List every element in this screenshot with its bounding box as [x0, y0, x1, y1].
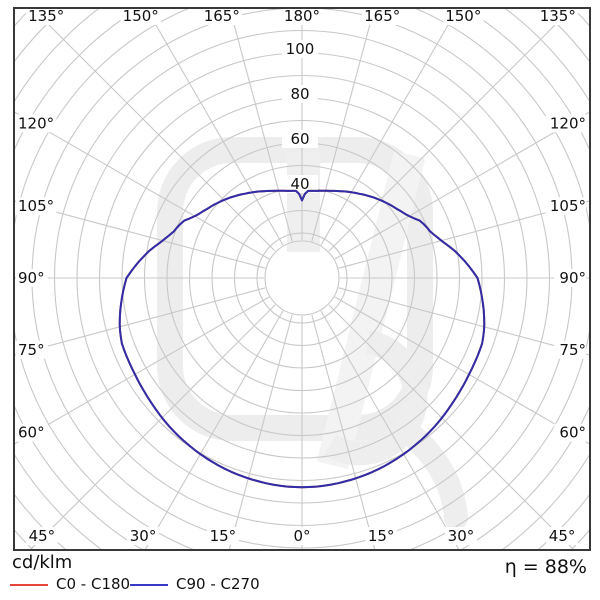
- angle-tick-label: 90°: [18, 269, 45, 287]
- angle-tick-label: 60°: [18, 424, 45, 442]
- angle-tick-label: 135°: [540, 7, 576, 25]
- angle-tick-label: 45°: [549, 527, 576, 545]
- angle-tick-label: 150°: [123, 7, 159, 25]
- angle-tick-label: 105°: [550, 197, 586, 215]
- angle-tick-label: 75°: [18, 341, 45, 359]
- angle-tick-label: 15°: [210, 527, 237, 545]
- radial-tick-label: 40: [290, 175, 309, 193]
- angle-tick-label: 30°: [448, 527, 475, 545]
- legend-label-c0-c180: C0 - C180: [56, 575, 131, 593]
- angle-tick-label: 60°: [559, 424, 586, 442]
- angle-tick-label: 120°: [550, 114, 586, 132]
- curve-c90-c270: [118, 189, 486, 489]
- grid-ray: [320, 8, 459, 246]
- angle-tick-label: 15°: [368, 527, 395, 545]
- angle-tick-label: 150°: [445, 7, 481, 25]
- watermark-logo: [157, 137, 468, 530]
- grid-ray: [14, 200, 266, 269]
- radial-tick-label: 60: [290, 130, 309, 148]
- axis-labels: 40 60 80 100 180° 165° 165° 150° 150° 135° 135° 120…: [16, 7, 586, 545]
- grid-ray: [311, 8, 375, 242]
- angle-tick-label: 120°: [18, 114, 54, 132]
- angle-tick-label: 0°: [293, 527, 310, 545]
- grid-ray: [311, 314, 376, 550]
- plot-border: [13, 7, 591, 551]
- center-blank-circle: [264, 240, 340, 316]
- legend-line-blue-icon: [130, 584, 168, 586]
- angle-tick-label: 180°: [284, 7, 320, 25]
- grid-ray: [31, 8, 276, 252]
- angle-tick-label: 75°: [559, 341, 586, 359]
- grid-ray: [14, 296, 270, 445]
- grid-ray: [228, 314, 293, 550]
- grid-ray: [14, 287, 266, 356]
- grid-ray: [14, 111, 270, 260]
- grid-ray: [144, 310, 284, 550]
- grid-ray: [338, 287, 590, 356]
- angle-tick-label: 90°: [559, 269, 586, 287]
- grid-ray: [334, 111, 590, 260]
- angle-tick-label: 165°: [204, 7, 240, 25]
- radial-tick-label: 100: [286, 40, 315, 58]
- angle-tick-label: 30°: [130, 527, 157, 545]
- grid-ray: [229, 8, 293, 242]
- angle-tick-label: 165°: [364, 7, 400, 25]
- efficiency-value: η = 88%: [504, 556, 587, 578]
- grid-ray: [145, 8, 284, 246]
- grid-ray: [328, 8, 573, 252]
- legend-line-red-icon: [10, 584, 48, 586]
- legend-label-c90-c270: C90 - C270: [176, 575, 260, 593]
- grid-ray: [320, 310, 460, 550]
- legend: C0 - C180 C90 - C270: [0, 574, 600, 596]
- radial-tick-label: 80: [290, 85, 309, 103]
- angle-tick-label: 45°: [29, 527, 56, 545]
- angle-tick-label: 105°: [18, 197, 54, 215]
- grid-ray: [338, 200, 590, 269]
- angle-tick-label: 135°: [28, 7, 64, 25]
- grid-ray: [334, 296, 590, 445]
- unit-label: cd/klm: [12, 552, 73, 573]
